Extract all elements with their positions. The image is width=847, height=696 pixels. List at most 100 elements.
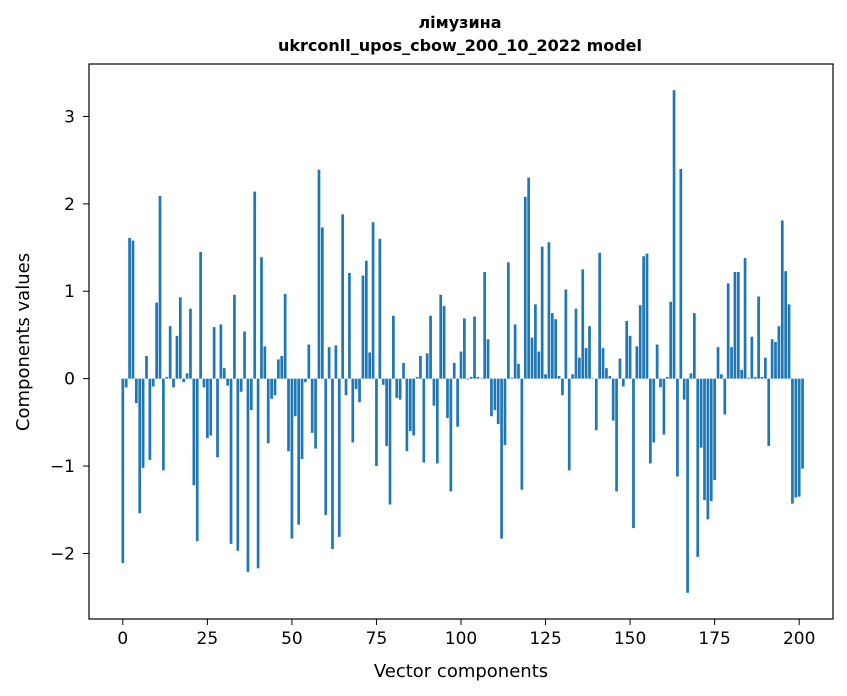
bar-50: [290, 378, 294, 539]
bar-181: [733, 272, 737, 379]
bar-46: [277, 359, 280, 379]
bar-13: [165, 376, 169, 379]
bar-160: [662, 378, 666, 435]
bar-124: [540, 246, 544, 379]
bar-159: [659, 378, 662, 388]
x-tick-label-100: 100: [445, 629, 477, 649]
bar-49: [287, 378, 290, 452]
bar-22: [195, 378, 199, 542]
bar-184: [743, 258, 747, 379]
bar-39: [253, 191, 257, 379]
bar-121: [530, 337, 534, 379]
x-axis-ticks: 0 25 50 75 100 125 150 175 200: [117, 619, 815, 649]
bar-109: [490, 378, 493, 417]
bar-100: [459, 351, 463, 379]
bar-58: [317, 169, 321, 379]
bar-122: [534, 304, 537, 379]
y-tick-label--1: −1: [50, 457, 75, 477]
bar-115: [510, 377, 514, 379]
bar-125: [544, 374, 547, 379]
bar-193: [774, 341, 777, 379]
bar-174: [709, 378, 713, 502]
bar-63: [334, 345, 338, 379]
x-tick-label-75: 75: [366, 629, 388, 649]
bar-169: [692, 313, 696, 379]
bar-16: [175, 335, 179, 379]
x-tick-label-200: 200: [783, 629, 815, 649]
bar-99: [456, 378, 459, 427]
bar-73: [368, 352, 372, 379]
bar-197: [787, 304, 791, 379]
bar-79: [388, 378, 392, 505]
bar-43: [266, 378, 270, 444]
bar-40: [256, 378, 260, 569]
bar-70: [358, 378, 361, 403]
bar-191: [767, 378, 771, 446]
bar-104: [473, 316, 476, 379]
bar-158: [655, 344, 659, 379]
bar-3: [131, 240, 135, 379]
bar-155: [645, 253, 649, 379]
bar-75: [375, 378, 378, 467]
bar-114: [506, 262, 510, 379]
bar-126: [547, 242, 551, 379]
bar-176: [716, 347, 720, 379]
bar-98: [452, 362, 456, 379]
bar-192: [770, 339, 774, 379]
bar-31: [226, 378, 230, 386]
bar-178: [723, 378, 727, 415]
bar-183: [740, 369, 744, 379]
bar-103: [469, 376, 473, 379]
bar-68: [351, 378, 355, 443]
bar-136: [581, 269, 585, 379]
bar-62: [331, 378, 334, 550]
bar-11: [158, 195, 162, 379]
bar-81: [395, 378, 399, 398]
bar-144: [608, 376, 612, 379]
bar-134: [574, 308, 578, 379]
bar-10: [155, 302, 158, 379]
bar-199: [794, 378, 798, 498]
bar-82: [398, 378, 402, 400]
bar-85: [408, 378, 412, 432]
bar-61: [327, 347, 331, 379]
bar-141: [598, 252, 602, 379]
bar-25: [206, 378, 209, 439]
y-tick-label-0: 0: [64, 370, 75, 390]
bar-172: [703, 378, 706, 501]
y-tick-label-1: 1: [64, 282, 75, 302]
bar-173: [706, 378, 710, 520]
bar-17: [178, 297, 182, 379]
bar-105: [476, 376, 480, 379]
bar-94: [439, 294, 443, 379]
y-tick-label--2: −2: [50, 544, 75, 564]
bar-76: [378, 238, 382, 379]
bar-175: [713, 378, 716, 481]
bar-188: [757, 296, 760, 379]
bar-131: [564, 289, 568, 379]
bar-38: [249, 378, 253, 411]
bar-102: [466, 378, 470, 380]
bar-42: [263, 346, 267, 379]
bar-190: [764, 357, 767, 379]
bar-44: [270, 378, 273, 399]
bar-19: [185, 373, 189, 379]
bar-152: [635, 346, 639, 379]
bar-108: [486, 339, 490, 379]
bar-130: [561, 378, 564, 396]
bar-59: [320, 227, 324, 379]
x-tick-label-150: 150: [614, 629, 646, 649]
bar-143: [605, 368, 608, 379]
bar-168: [689, 373, 693, 379]
bar-67: [348, 272, 351, 379]
bar-88: [419, 355, 422, 379]
bar-55: [307, 344, 311, 379]
bar-189: [760, 376, 764, 379]
bar-151: [632, 378, 635, 529]
bar-48: [283, 293, 287, 379]
bar-186: [750, 336, 754, 379]
bar-90: [425, 353, 429, 379]
bar-180: [730, 347, 733, 379]
bar-145: [611, 378, 615, 421]
bar-96: [446, 378, 449, 418]
